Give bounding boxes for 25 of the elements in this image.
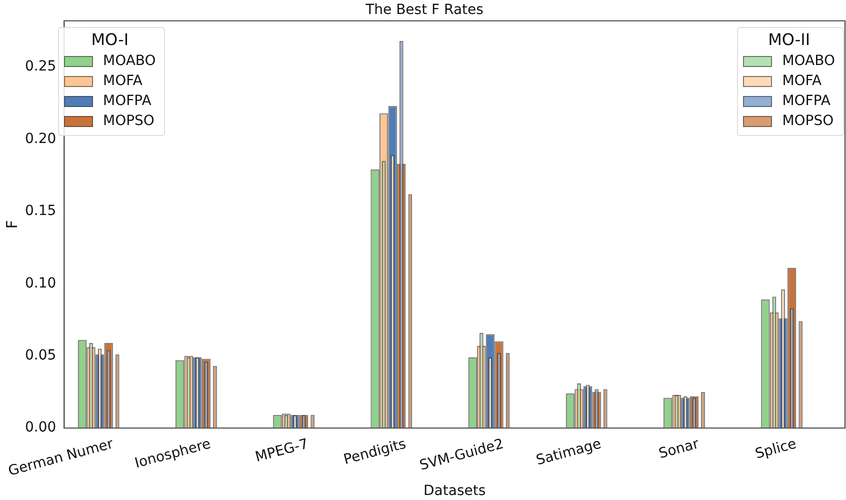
legend-label: MOFPA [103, 93, 152, 109]
y-tick-label: 0.05 [25, 347, 56, 364]
y-tick-label: 0.25 [25, 58, 56, 75]
x-tick-label: MPEG-7 [254, 436, 310, 466]
legend-label: MOABO [782, 53, 835, 69]
text: MO-II [768, 30, 810, 49]
legend-label: MOPSO [103, 113, 154, 129]
x-axis-title: Datasets [424, 483, 486, 500]
x-tick-label: German Numer [6, 436, 116, 480]
text: MO-I [91, 30, 129, 49]
y-axis-title: F [2, 220, 21, 229]
y-tick-label: 0.10 [25, 275, 56, 292]
y-tick-label: 0.00 [25, 420, 56, 436]
legend-label: MOFA [782, 73, 822, 89]
y-tick-label: 0.15 [25, 203, 56, 220]
legend-label: MOPSO [782, 113, 834, 129]
x-tick-label: Sonar [657, 436, 701, 462]
chart-title: The Best F Rates [364, 2, 484, 18]
x-tick-label: Splice [754, 436, 798, 462]
x-tick-label: Pendigits [342, 436, 408, 468]
y-tick-label: 0.20 [25, 130, 56, 147]
legend-label: MOFPA [782, 93, 830, 109]
x-tick-label: Satimage [534, 436, 603, 469]
legend-label: MOABO [103, 53, 156, 69]
legend-label: MOFA [103, 73, 142, 89]
